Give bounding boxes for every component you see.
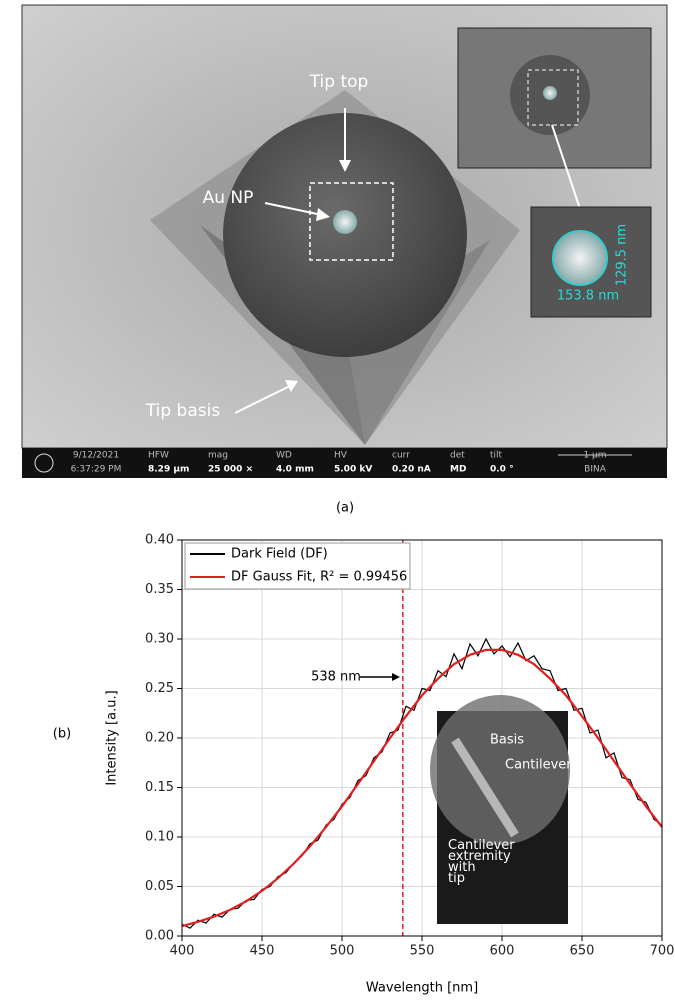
info-field-value: 25 000 ×: [208, 465, 253, 475]
legend-label: DF Gauss Fit, R² = 0.99456: [231, 570, 407, 585]
y-tick-label: 0.20: [145, 731, 174, 746]
info-field-name: HFW: [148, 451, 169, 461]
info-time: 6:37:29 PM: [71, 465, 122, 475]
x-axis-label: Wavelength [nm]: [366, 981, 478, 996]
x-tick-label: 500: [330, 944, 355, 959]
info-field-name: det: [450, 451, 465, 461]
y-tick-label: 0.25: [145, 681, 174, 696]
legend-label: Dark Field (DF): [231, 547, 328, 562]
y-tick-label: 0.05: [145, 879, 174, 894]
label-au-np: Au NP: [203, 188, 254, 208]
info-field-name: mag: [208, 451, 228, 461]
caption-b: (b): [53, 727, 71, 742]
y-tick-label: 0.40: [145, 533, 174, 548]
label-tip-basis: Tip basis: [145, 401, 221, 421]
figure: Tip top Au NP Tip basis 129.5 nm 153.8 n…: [0, 0, 675, 1002]
y-tick-label: 0.10: [145, 830, 174, 845]
x-tick-label: 400: [170, 944, 195, 959]
x-tick-label: 550: [410, 944, 435, 959]
x-tick-label: 450: [250, 944, 275, 959]
x-tick-label: 700: [650, 944, 675, 959]
dim-height: 129.5 nm: [615, 224, 630, 286]
info-field-name: WD: [276, 451, 292, 461]
y-tick-label: 0.15: [145, 780, 174, 795]
info-field-value: 0.0 °: [490, 465, 514, 475]
label-tip-top: Tip top: [309, 72, 369, 92]
dim-width: 153.8 nm: [557, 289, 619, 304]
info-org: BINA: [584, 465, 607, 475]
info-field-value: MD: [450, 465, 466, 475]
y-tick-label: 0.00: [145, 929, 174, 944]
info-field-value: 4.0 mm: [276, 465, 314, 475]
info-scale: 1 µm: [583, 451, 606, 461]
y-axis-label: Intensity [a.u.]: [105, 690, 120, 785]
info-field-name: tilt: [490, 451, 503, 461]
sem-image: Tip top Au NP Tip basis 129.5 nm 153.8 n…: [22, 5, 667, 478]
info-field-name: HV: [334, 451, 348, 461]
inset-label: Cantilever: [505, 758, 572, 773]
y-tick-label: 0.30: [145, 632, 174, 647]
info-field-value: 8.29 µm: [148, 465, 189, 475]
caption-a: (a): [336, 501, 354, 516]
inset-label: Basis: [490, 733, 524, 748]
info-field-name: curr: [392, 451, 410, 461]
info-field-value: 5.00 kV: [334, 465, 372, 475]
x-tick-label: 600: [490, 944, 515, 959]
y-tick-label: 0.35: [145, 582, 174, 597]
x-tick-label: 650: [570, 944, 595, 959]
info-field-value: 0.20 nA: [392, 465, 431, 475]
annotation: 538 nm: [311, 670, 361, 685]
chart: 400 450 500 550 600 650 700 0.00 0.05 0.10 0.15 0.2…: [105, 533, 675, 996]
info-date: 9/12/2021: [73, 451, 119, 461]
